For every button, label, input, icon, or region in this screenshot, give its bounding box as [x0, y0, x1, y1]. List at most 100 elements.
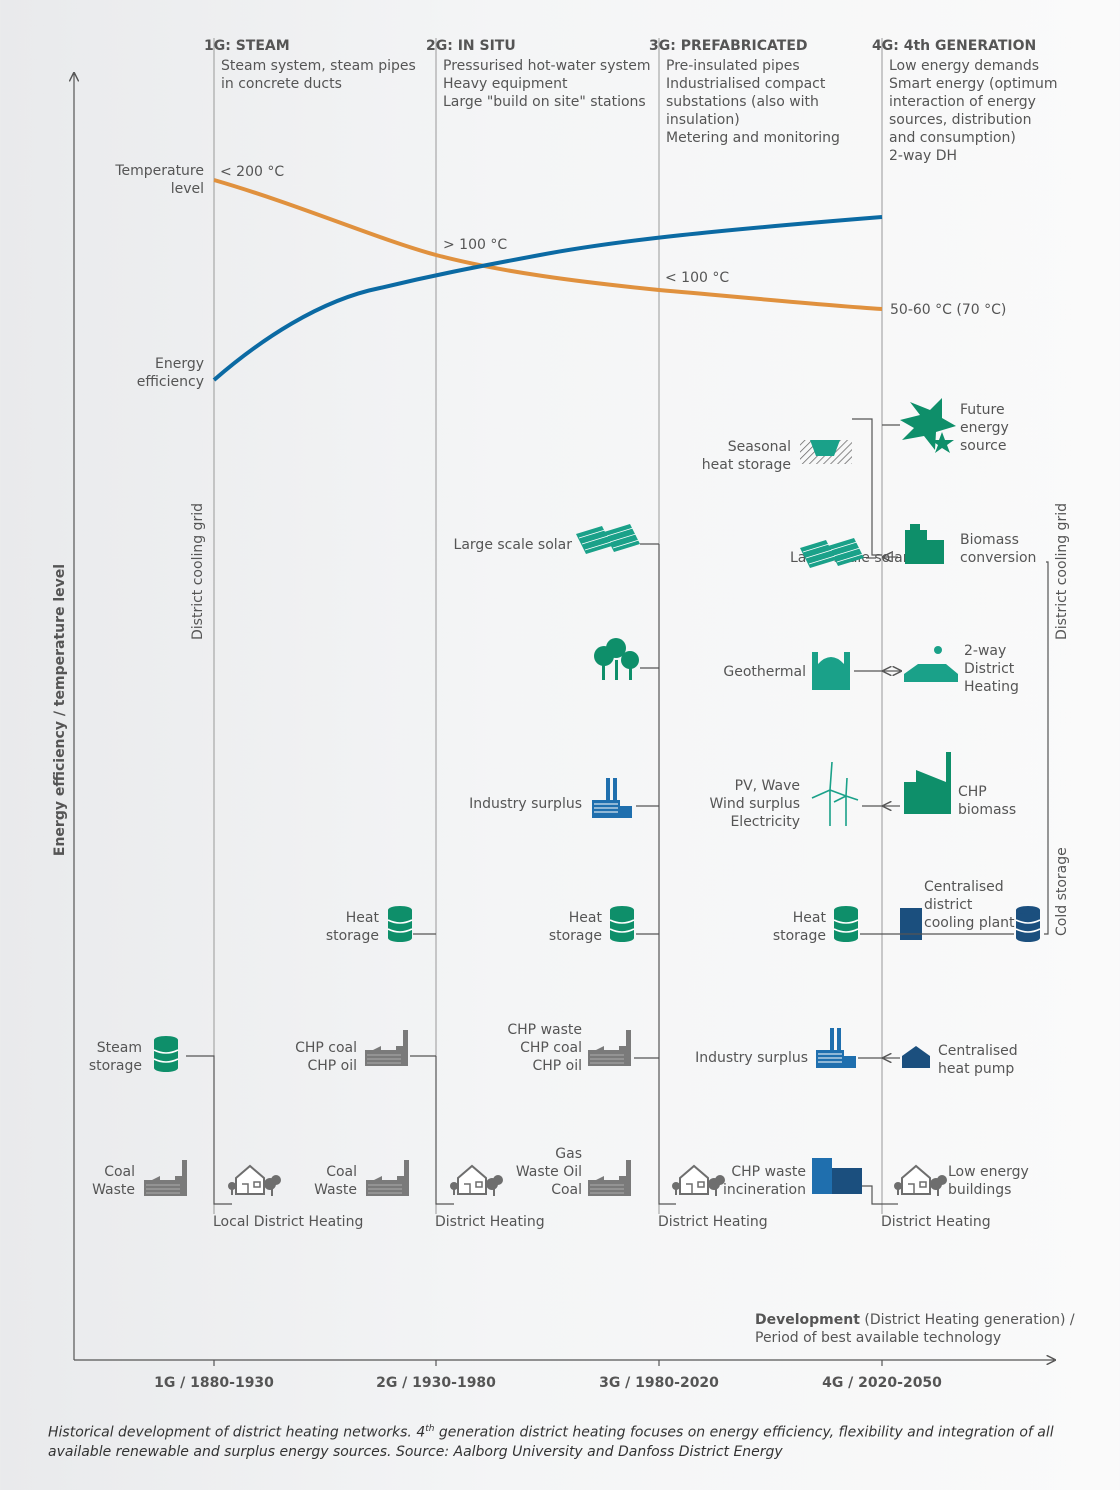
house-icon-4g	[893, 1165, 948, 1197]
label-line: heat storage	[702, 457, 791, 473]
low-energy-buildings-label: Low energy buildings	[948, 1164, 1029, 1198]
network-label-3: District Heating	[658, 1214, 768, 1230]
label-line: Temperature	[114, 163, 204, 179]
label-line: 2-way	[964, 643, 1006, 659]
label-line: Waste	[92, 1182, 135, 1198]
label-line: Gas	[555, 1146, 582, 1162]
heat-storage-tank-icon-3g	[609, 905, 635, 943]
cool-building	[900, 908, 922, 940]
label-line: conversion	[960, 550, 1036, 566]
two-way-dh-label: 2-way District Heating	[964, 643, 1019, 695]
label-line: energy	[960, 420, 1009, 436]
label-line: Pre-insulated pipes	[666, 58, 800, 74]
label-line: Pressurised hot-water system	[443, 58, 651, 74]
tree-trunk	[602, 664, 605, 680]
label-line: substations (also with	[666, 94, 819, 110]
caption-part-1: Historical development of district heati…	[48, 1424, 426, 1441]
chp-stack	[946, 752, 951, 814]
label-line: District	[964, 661, 1015, 677]
label-line: Geothermal	[723, 664, 806, 680]
label-line: District Heating	[435, 1214, 545, 1230]
temp-value-3g: < 100 °C	[665, 270, 729, 286]
connector-1g	[186, 1055, 232, 1205]
chp-waste-incineration-label: CHP waste incineration	[723, 1164, 806, 1198]
label-line: 50-60 °C (70 °C)	[890, 302, 1006, 318]
chp-hall	[916, 770, 946, 814]
label-line: Centralised	[938, 1043, 1018, 1059]
connector-4g-seasonal	[852, 418, 882, 556]
chp-plant-icon-2g	[364, 1029, 409, 1067]
industry-surplus-label-3g: Industry surplus	[469, 796, 582, 812]
seasonal-storage-label: Seasonal heat storage	[702, 439, 791, 473]
label-line: Large scale solar	[454, 537, 573, 553]
label-line: Industry surplus	[695, 1050, 808, 1066]
generation-description-4: Low energy demands Smart energy (optimum i…	[889, 58, 1057, 164]
caption-superscript: th	[425, 1424, 435, 1434]
x-tick-label-2: 2G / 1930-1980	[376, 1375, 496, 1391]
label-line: 1G / 1880-1930	[154, 1375, 274, 1391]
coal-plant-icon-2g	[365, 1159, 410, 1197]
label-line: Centralised	[924, 879, 1004, 895]
label-line: buildings	[948, 1182, 1011, 1198]
label-line: Smart energy (optimum	[889, 76, 1057, 92]
chp-biomass-label: CHP biomass	[958, 784, 1016, 818]
label-line: Heat	[793, 910, 827, 926]
connector-cooling-grid-right	[1044, 561, 1049, 935]
label-line: storage	[326, 928, 379, 944]
network-label-4: District Heating	[881, 1214, 991, 1230]
label-line: Steam system, steam pipes	[221, 58, 416, 74]
label-line: source	[960, 438, 1007, 454]
incin-hall	[832, 1168, 862, 1194]
cooling-grid-label-left: District cooling grid	[190, 503, 206, 640]
temperature-curve	[213, 178, 883, 311]
label-line: Metering and monitoring	[666, 130, 840, 146]
coal-waste-label-2g: Coal Waste	[314, 1164, 357, 1198]
label-line: CHP oil	[532, 1058, 582, 1074]
label-line: Low energy	[948, 1164, 1029, 1180]
label-line: Coal	[551, 1182, 582, 1198]
geo-plant	[818, 657, 844, 690]
label-line: Steam	[97, 1040, 142, 1056]
chp-plant-icon-3g	[587, 1029, 632, 1067]
greenhouse-roof	[904, 664, 958, 682]
house-icon-3g	[671, 1165, 726, 1197]
cooling-plant-icon	[900, 908, 922, 940]
label-line: CHP coal	[295, 1040, 357, 1056]
tree-trunk	[629, 666, 632, 680]
heat-pump-icon	[902, 1046, 930, 1068]
label-line: cooling plant	[924, 915, 1015, 931]
coal-waste-label-1g: Coal Waste	[92, 1164, 135, 1198]
cooling-grid-label-right: District cooling grid	[1054, 503, 1070, 640]
y-axis-label: Energy efficiency / temperature level	[52, 564, 68, 856]
caption-part-2: generation district heating focuses on e…	[48, 1424, 1054, 1460]
industry-surplus-label-4g: Industry surplus	[695, 1050, 808, 1066]
figure-caption: Historical development of district heati…	[48, 1420, 1088, 1462]
label-line: Industrialised compact	[666, 76, 826, 92]
label-line: Biomass	[960, 532, 1019, 548]
label-line: storage	[773, 928, 826, 944]
label-line: Future	[960, 402, 1005, 418]
heat-storage-tank-icon-2g	[387, 905, 413, 943]
industry-icon-3g	[591, 777, 633, 819]
label-line: CHP oil	[307, 1058, 357, 1074]
temp-value-1g: < 200 °C	[220, 164, 284, 180]
label-line: biomass	[958, 802, 1016, 818]
label-line: Cold storage	[1054, 847, 1070, 936]
star-large	[900, 398, 956, 450]
biomass-conversion-label: Biomass conversion	[960, 532, 1036, 566]
label-line: Local District Heating	[213, 1214, 363, 1230]
label-line: Coal	[104, 1164, 135, 1180]
cold-storage-tank-icon	[1015, 905, 1041, 943]
label-line: Period of best available technology	[755, 1330, 1001, 1346]
label-line: Heat	[346, 910, 380, 926]
incineration-plant-icon	[812, 1158, 862, 1194]
generation-heading-3: 3G: PREFABRICATED	[649, 38, 808, 54]
label-line: Energy efficiency / temperature level	[52, 564, 68, 856]
label-line: insulation)	[666, 112, 740, 128]
generation-heading-1: 1G: STEAM	[204, 38, 290, 54]
label-line: efficiency	[137, 374, 204, 390]
label-line: district	[924, 897, 973, 913]
solar-label-3g: Large scale solar	[454, 537, 573, 553]
